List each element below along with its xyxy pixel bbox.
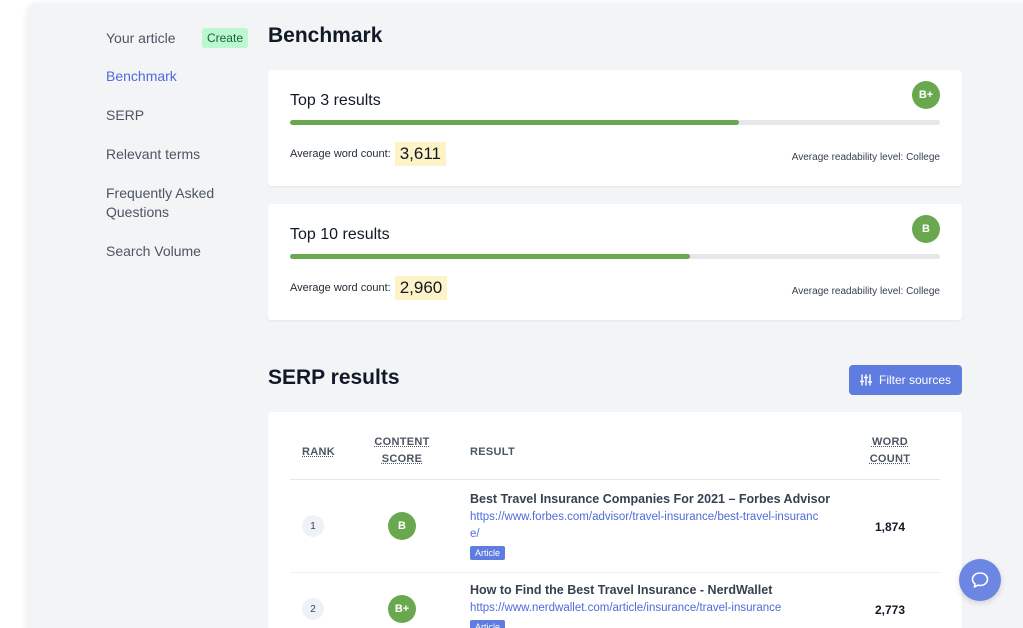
progress-bar: [290, 120, 940, 125]
avg-word-count: Average word count: 2,960: [290, 276, 448, 300]
result-url[interactable]: https://www.forbes.com/advisor/travel-in…: [470, 511, 819, 540]
column-header-result: RESULT: [470, 446, 515, 458]
content-type-tag: Article: [470, 546, 506, 560]
sidebar-item-faq[interactable]: Frequently Asked Questions: [106, 185, 215, 220]
row-divider: [290, 572, 940, 573]
column-header-rank[interactable]: RANK: [302, 446, 335, 458]
grade-badge: B: [912, 215, 940, 243]
column-header-content-score-line2: SCORE: [381, 453, 423, 465]
filter-sources-button[interactable]: Filter sources: [849, 365, 962, 395]
column-header-word-count-line2: COUNT: [869, 453, 911, 465]
word-count-value: 1,874: [874, 520, 906, 534]
rank-badge: 1: [302, 515, 324, 537]
chat-support-button[interactable]: [959, 559, 1001, 601]
result-title[interactable]: How to Find the Best Travel Insurance - …: [470, 583, 773, 597]
sidebar-item-search-volume[interactable]: Search Volume: [106, 243, 201, 259]
readability-level: Average readability level: College: [791, 286, 940, 297]
content-score-badge: B+: [388, 595, 416, 623]
sidebar-list: Benchmark SERP Relevant terms Frequently…: [106, 67, 256, 261]
content-score-badge: B: [388, 512, 416, 540]
sidebar-item-serp[interactable]: SERP: [106, 107, 145, 123]
column-header-content-score[interactable]: CONTENT SCORE: [374, 434, 430, 468]
avg-word-count: Average word count: 3,611: [290, 142, 446, 166]
rank-badge: 2: [302, 598, 324, 620]
sliders-icon: [859, 374, 872, 386]
grade-badge: B+: [912, 81, 940, 109]
serp-table: RANK CONTENT SCORE RESULT WORD COUNT 1 B…: [268, 412, 962, 628]
result-url[interactable]: https://www.nerdwallet.com/article/insur…: [470, 602, 782, 614]
filter-sources-label: Filter sources: [878, 373, 952, 387]
sidebar-item-relevant-terms[interactable]: Relevant terms: [106, 146, 201, 162]
column-header-content-score-line1: CONTENT: [374, 436, 430, 448]
sidebar-item-benchmark[interactable]: Benchmark: [106, 68, 177, 84]
progress-fill: [290, 254, 690, 259]
result-title[interactable]: Best Travel Insurance Companies For 2021…: [470, 492, 831, 506]
column-header-word-count-line1: WORD: [871, 436, 909, 448]
header-divider: [290, 479, 940, 480]
card-title: Top 10 results: [290, 226, 390, 243]
readability-level: Average readability level: College: [791, 152, 940, 163]
content-type-tag: Article: [470, 620, 506, 628]
sidebar-item-your-article[interactable]: Your article: [106, 29, 176, 46]
avg-word-count-label: Average word count:: [290, 148, 391, 160]
benchmark-card-top3: Top 3 results B+ Average word count: 3,6…: [268, 70, 962, 186]
progress-fill: [290, 120, 739, 125]
benchmark-card-top10: Top 10 results B Average word count: 2,9…: [268, 204, 962, 320]
chat-bubble-icon: [971, 572, 989, 588]
sidebar-your-article-row: Your article Create: [106, 26, 248, 50]
sidebar-nav: Your article Create Benchmark SERP Relev…: [106, 26, 256, 281]
page-title: Benchmark: [268, 24, 383, 47]
card-title: Top 3 results: [290, 92, 381, 109]
avg-word-count-value: 2,960: [394, 276, 448, 300]
avg-word-count-value: 3,611: [394, 142, 446, 166]
progress-bar: [290, 254, 940, 259]
column-header-word-count[interactable]: WORD COUNT: [862, 434, 918, 468]
word-count-value: 2,773: [874, 603, 906, 617]
serp-title: SERP results: [268, 366, 400, 389]
avg-word-count-label: Average word count:: [290, 282, 391, 294]
create-button[interactable]: Create: [201, 28, 248, 48]
